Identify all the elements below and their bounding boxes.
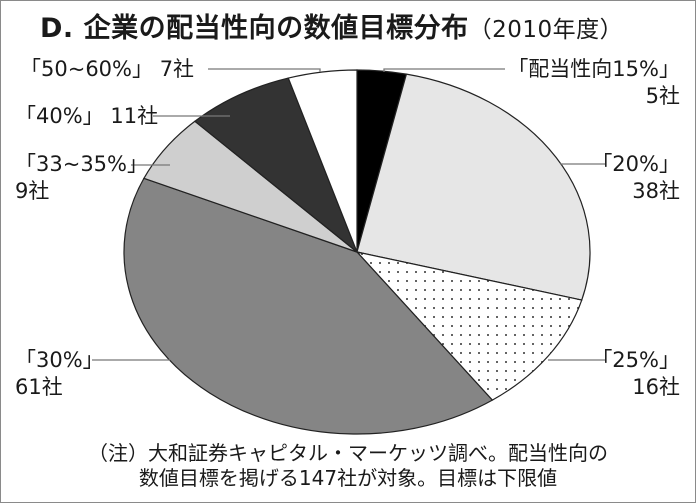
chart-title-main: D. 企業の配当性向の数値目標分布 bbox=[40, 13, 469, 44]
label-20: 「20%」 38社 bbox=[591, 152, 680, 203]
slice-50-60 bbox=[287, 69, 358, 253]
slice-30 bbox=[123, 177, 494, 435]
leader-line-15 bbox=[383, 68, 505, 72]
chart-title: D. 企業の配当性向の数値目標分布（2010年度） bbox=[40, 6, 623, 45]
leader-line-50-60 bbox=[208, 68, 321, 72]
label-50-60: 「50~60%」 7社 bbox=[20, 57, 195, 81]
label-15: 「配当性向15%」 5社 bbox=[507, 57, 680, 108]
slice-20 bbox=[356, 73, 591, 301]
label-33-35: 「33~35%」 9社 bbox=[15, 152, 148, 203]
slice-25 bbox=[355, 251, 583, 401]
label-30: 「30%」 61社 bbox=[15, 348, 104, 399]
label-25: 「25%」 16社 bbox=[591, 348, 680, 399]
slice-40 bbox=[193, 77, 359, 254]
chart-footnote: （注）大和証券キャピタル・マーケッツ調べ。配当性向の 数値目標を掲げる147社が… bbox=[88, 441, 608, 490]
label-40: 「40%」 11社 bbox=[15, 104, 159, 128]
chart-title-year: （2010年度） bbox=[468, 17, 624, 43]
